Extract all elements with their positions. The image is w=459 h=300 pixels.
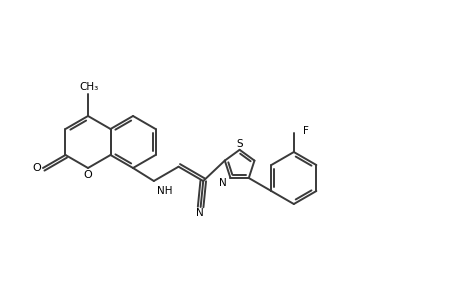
Text: S: S — [236, 139, 242, 149]
Text: O: O — [84, 170, 92, 180]
Text: NH: NH — [157, 186, 172, 196]
Text: N: N — [218, 178, 226, 188]
Text: F: F — [302, 125, 308, 136]
Text: N: N — [196, 208, 203, 218]
Text: O: O — [33, 163, 41, 173]
Text: CH₃: CH₃ — [79, 82, 98, 92]
